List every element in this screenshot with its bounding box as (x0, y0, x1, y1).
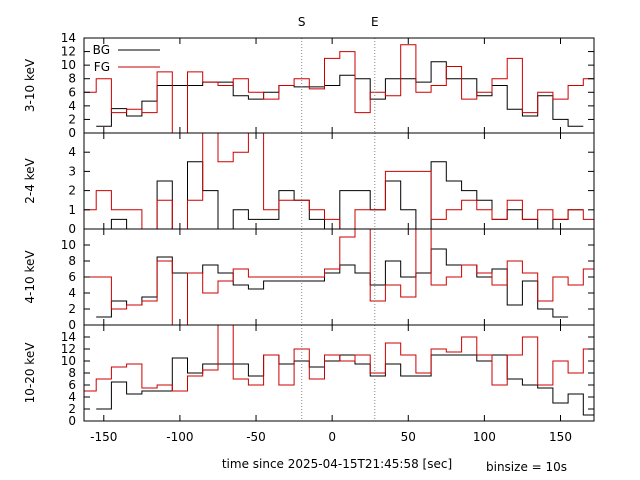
y-tick-label: 2 (68, 184, 76, 198)
y-tick-label: 14 (61, 31, 76, 45)
y-tick-label: 6 (68, 85, 76, 99)
y-tick-label: 12 (61, 45, 76, 59)
x-tick-label: 0 (328, 430, 336, 444)
y-tick-label: 8 (68, 254, 76, 268)
panel-frame-3 (83, 228, 595, 326)
y-axis-label: 10-20 keV (23, 342, 37, 404)
x-axis-label: time since 2025-04-15T21:45:58 [sec] (222, 457, 452, 471)
y-tick-label: 8 (68, 72, 76, 86)
series-bg-line-panel-4 (96, 354, 594, 416)
x-tick-label: 50 (401, 430, 416, 444)
x-tick-label: 100 (473, 430, 496, 444)
y-tick-label: 6 (68, 270, 76, 284)
x-tick-label: -150 (90, 430, 117, 444)
x-tick-label: -100 (166, 430, 193, 444)
y-tick-label: 2 (68, 302, 76, 316)
start-marker-label: S (298, 15, 306, 29)
y-tick-label: 12 (61, 342, 76, 356)
binsize-text: binsize = 10s (486, 460, 568, 474)
y-tick-label: 0 (68, 222, 76, 236)
y-tick-label: 4 (68, 145, 76, 159)
y-tick-label: 2 (68, 402, 76, 416)
y-axis-label: 2-4 keV (23, 157, 37, 203)
y-tick-label: 0 (68, 318, 76, 332)
y-tick-label: 10 (61, 354, 76, 368)
y-axis-label: 4-10 keV (23, 250, 37, 304)
y-tick-label: 4 (68, 390, 76, 404)
y-tick-label: 0 (68, 126, 76, 140)
y-tick-label: 10 (61, 238, 76, 252)
y-tick-label: 8 (68, 366, 76, 380)
y-tick-label: 4 (68, 286, 76, 300)
y-tick-label: 3 (68, 164, 76, 178)
end-marker-label: E (371, 15, 379, 29)
y-tick-label: 14 (61, 330, 76, 344)
legend-fg-label: FG (94, 60, 110, 74)
y-tick-label: 10 (61, 58, 76, 72)
panel-frame-4 (83, 324, 595, 422)
y-axis-label: 3-10 keV (23, 58, 37, 112)
y-tick-label: 6 (68, 378, 76, 392)
y-tick-label: 2 (68, 112, 76, 126)
y-tick-label: 0 (68, 414, 76, 428)
series-bg-line-panel-3 (96, 248, 569, 318)
series-fg-line-panel-4 (84, 325, 594, 392)
series-fg-line-panel-1 (84, 44, 594, 133)
series-fg-line-panel-2 (84, 133, 594, 229)
series-fg-line-panel-3 (84, 229, 594, 325)
x-tick-label: -50 (246, 430, 266, 444)
x-tick-label: 150 (549, 430, 572, 444)
y-tick-label: 1 (68, 203, 76, 217)
y-tick-label: 4 (68, 99, 76, 113)
legend-bg-label: BG (93, 43, 110, 57)
series-bg-line-panel-1 (96, 61, 584, 127)
